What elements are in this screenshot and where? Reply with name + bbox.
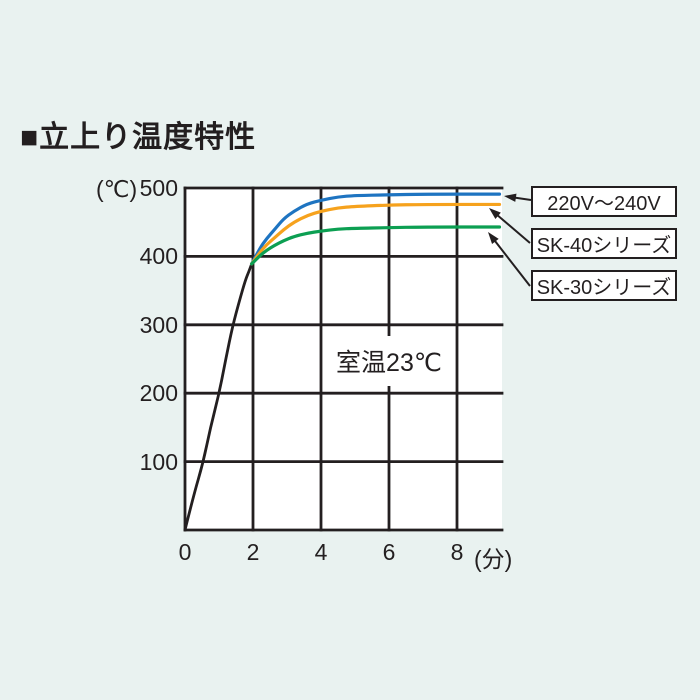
y-tick-label: 100	[139, 448, 178, 475]
curve-sk-40-	[250, 202, 502, 266]
x-axis-unit-label: (分)	[474, 546, 513, 572]
y-tick-label: 200	[139, 380, 178, 407]
curve-common-rise	[183, 262, 254, 532]
x-tick-label: 4	[314, 539, 328, 565]
page-title: ■立上り温度特性	[20, 121, 257, 154]
curve-sk-30-	[250, 225, 502, 266]
legend-pointer-arrows	[488, 193, 532, 287]
legend-item-sk30-series: SK-30シリーズ	[531, 270, 677, 301]
room-temperature-annotation: 室温23℃	[331, 336, 447, 386]
curve-220v-240v	[250, 192, 502, 266]
legend-label: 220V～240V	[547, 193, 661, 215]
x-tick-label: 8	[450, 539, 464, 565]
x-tick-label: 0	[178, 539, 192, 565]
y-tick-label: 300	[139, 311, 178, 338]
legend-label: SK-30シリーズ	[536, 277, 672, 299]
x-tick-label: 2	[246, 539, 260, 565]
x-tick-label: 6	[382, 539, 396, 565]
y-tick-label: 500	[139, 175, 178, 201]
y-tick-label: 400	[139, 243, 178, 270]
legend-item-sk40-series: SK-40シリーズ	[531, 228, 677, 259]
y-axis-unit-label: (℃)	[96, 176, 138, 202]
legend-item-220v-240v: 220V～240V	[531, 186, 677, 217]
chart-curves	[183, 192, 502, 532]
legend-label: SK-40シリーズ	[536, 235, 672, 257]
